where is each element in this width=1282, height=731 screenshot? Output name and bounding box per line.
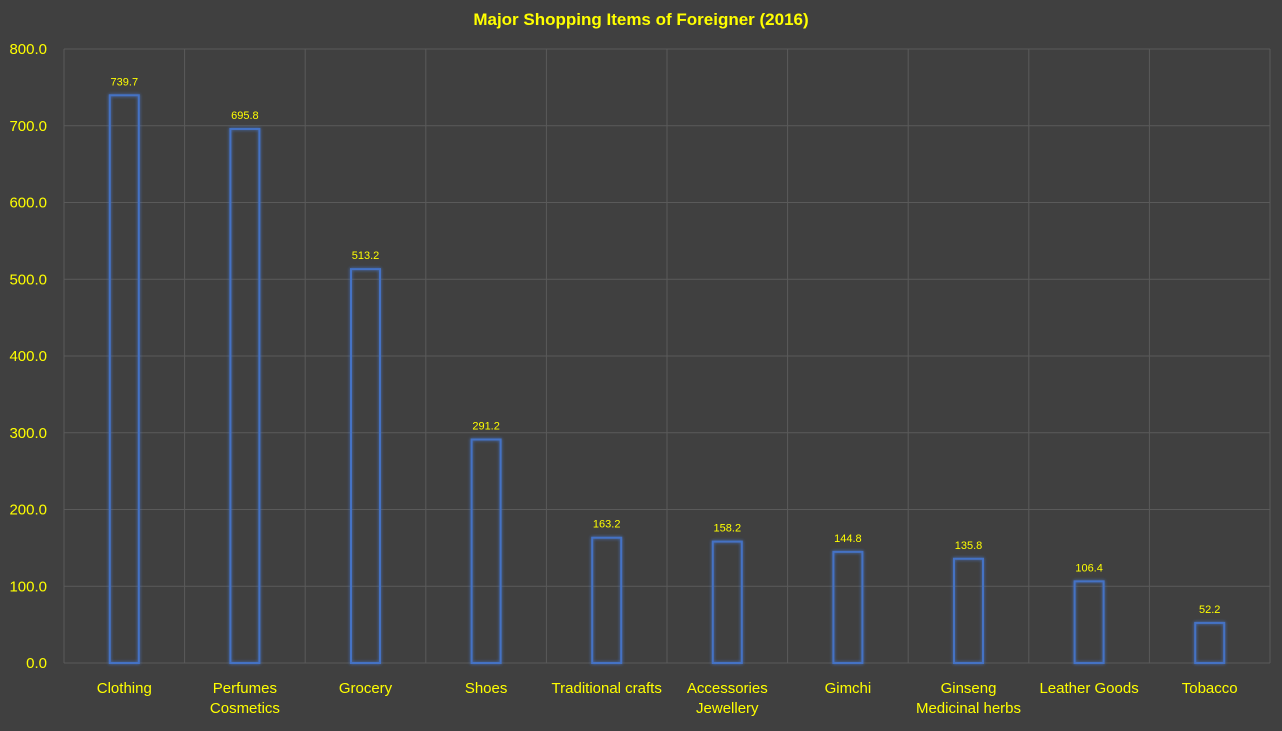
bar [591, 536, 623, 665]
data-label: 163.2 [593, 519, 621, 531]
bar [711, 540, 743, 664]
data-label: 106.4 [1075, 562, 1103, 574]
y-tick-label: 300.0 [9, 425, 47, 442]
x-tick-label-line: Perfumes [213, 680, 277, 697]
data-labels: 739.7 695.8 513.2 291.2 163.2 158.2 144.8 135.8… [111, 76, 1221, 616]
y-tick-label: 200.0 [9, 502, 47, 519]
x-tick-label-line: Traditional crafts [552, 680, 662, 697]
y-tick-label: 700.0 [9, 118, 47, 135]
data-label: 291.2 [472, 421, 500, 433]
data-label: 158.2 [714, 523, 742, 535]
x-tick-label: Tobacco [1182, 680, 1238, 697]
data-label: 739.7 [111, 76, 139, 88]
y-tick-label: 400.0 [9, 348, 47, 365]
bar [229, 127, 261, 664]
bar [350, 268, 381, 664]
x-tick-label-line: Clothing [97, 680, 152, 697]
x-tick-label-line: Jewellery [696, 700, 759, 717]
gridlines [63, 48, 1271, 664]
x-tick-label-line: Grocery [339, 680, 393, 697]
x-axis-ticks: Clothing Perfumes Cosmetics Grocery Shoes Tra… [97, 680, 1238, 717]
data-label: 135.8 [955, 540, 983, 552]
x-tick-label-line: Leather Goods [1039, 680, 1138, 697]
bars [108, 94, 1226, 665]
x-tick-label-line: Cosmetics [210, 700, 280, 717]
x-tick-label-line: Shoes [465, 680, 508, 697]
x-tick-label-line: Medicinal herbs [916, 700, 1021, 717]
bar [1073, 580, 1105, 665]
chart-title: Major Shopping Items of Foreigner (2016) [473, 10, 808, 29]
x-tick-label: Grocery [339, 680, 393, 697]
data-label: 513.2 [352, 250, 380, 262]
x-tick-label: Perfumes Cosmetics [210, 680, 280, 717]
y-tick-label: 0.0 [26, 655, 47, 672]
data-label: 695.8 [231, 110, 259, 122]
x-tick-label: Ginseng Medicinal herbs [916, 680, 1021, 717]
y-tick-label: 100.0 [9, 578, 47, 595]
x-tick-label: Shoes [465, 680, 508, 697]
data-label: 52.2 [1199, 604, 1220, 616]
x-tick-label-line: Gimchi [825, 680, 872, 697]
y-tick-label: 800.0 [9, 41, 47, 58]
x-tick-label: Traditional crafts [552, 680, 662, 697]
bar [470, 438, 502, 664]
bar [953, 557, 984, 664]
x-tick-label: Accessories Jewellery [687, 680, 768, 717]
y-axis-ticks: 0.0 100.0 200.0 300.0 400.0 500.0 600.0 700.0 80… [9, 41, 47, 672]
bar [832, 550, 864, 665]
x-tick-label-line: Ginseng [941, 680, 997, 697]
y-tick-label: 500.0 [9, 271, 47, 288]
x-tick-label: Clothing [97, 680, 152, 697]
y-tick-label: 600.0 [9, 195, 47, 212]
x-tick-label: Leather Goods [1039, 680, 1138, 697]
x-tick-label: Gimchi [825, 680, 872, 697]
x-tick-label-line: Tobacco [1182, 680, 1238, 697]
bar [108, 94, 140, 664]
bar [1194, 621, 1226, 665]
x-tick-label-line: Accessories [687, 680, 768, 697]
data-label: 144.8 [834, 533, 862, 545]
